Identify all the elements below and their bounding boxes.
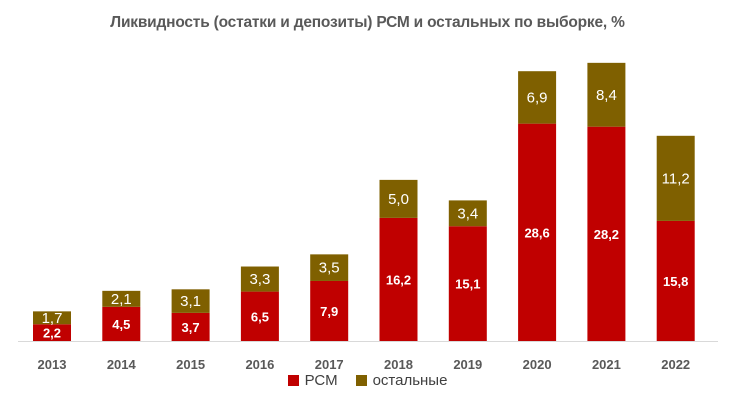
bar-others-2018	[379, 179, 418, 218]
data-label-others-2017: 3,5	[319, 260, 340, 277]
x-tick-label-2017: 2017	[315, 357, 344, 372]
bar-rsm-2018	[379, 217, 418, 341]
data-label-others-2014: 2,1	[111, 291, 132, 308]
data-label-others-2016: 3,3	[249, 271, 270, 288]
x-tick-label-2016: 2016	[245, 357, 274, 372]
x-tick-label-2020: 2020	[523, 357, 552, 372]
data-label-rsm-2018: 16,2	[386, 272, 411, 287]
data-label-rsm-2019: 15,1	[455, 277, 480, 292]
bar-rsm-2019	[448, 226, 487, 341]
data-label-others-2018: 5,0	[388, 191, 409, 208]
legend-label-others: остальные	[372, 372, 448, 389]
bar-rsm-2013	[33, 324, 71, 341]
data-label-others-2019: 3,4	[457, 205, 478, 222]
bar-rsm-2015	[171, 312, 210, 341]
data-label-rsm-2021: 28,2	[594, 227, 619, 242]
data-label-others-2015: 3,1	[180, 293, 201, 310]
data-label-rsm-2022: 15,8	[663, 274, 688, 289]
legend-item-others: остальные	[355, 372, 448, 389]
x-tick-label-2013: 2013	[38, 357, 67, 372]
bar-others-2013	[33, 311, 71, 325]
bar-others-2016	[240, 266, 279, 292]
legend-item-rsm: РСМ	[287, 372, 338, 389]
x-tick-label-2018: 2018	[384, 357, 413, 372]
legend-label-rsm: РСМ	[304, 372, 338, 389]
bar-rsm-2016	[240, 291, 279, 341]
data-label-others-2020: 6,9	[527, 89, 548, 106]
data-label-rsm-2013: 2,2	[43, 326, 61, 341]
legend-swatch-rsm	[287, 375, 299, 386]
bar-rsm-2021	[587, 126, 626, 342]
data-label-others-2013: 1,7	[42, 310, 63, 327]
x-tick-label-2021: 2021	[592, 357, 621, 372]
bar-others-2020	[518, 71, 557, 124]
bar-others-2022	[656, 135, 695, 221]
legend-swatch-others	[355, 375, 367, 386]
data-label-rsm-2016: 6,5	[251, 309, 269, 324]
data-label-rsm-2015: 3,7	[182, 320, 200, 335]
bar-others-2021	[587, 62, 626, 127]
x-tick-label-2014: 2014	[107, 357, 137, 372]
legend: РСМ остальные	[0, 372, 735, 389]
bar-rsm-2022	[656, 220, 695, 341]
data-label-others-2022: 11,2	[662, 170, 690, 187]
x-tick-label-2015: 2015	[176, 357, 205, 372]
data-label-rsm-2017: 7,9	[320, 304, 338, 319]
bar-others-2014	[102, 290, 141, 307]
bar-rsm-2017	[310, 280, 349, 341]
x-tick-label-2022: 2022	[661, 357, 690, 372]
data-label-others-2021: 8,4	[596, 87, 617, 104]
chart-title: Ликвидность (остатки и депозиты) РСМ и о…	[110, 14, 625, 31]
x-tick-label-2019: 2019	[453, 357, 482, 372]
bar-rsm-2020	[518, 123, 557, 341]
bar-rsm-2014	[102, 306, 141, 341]
data-label-rsm-2020: 28,6	[524, 225, 549, 240]
bar-others-2019	[448, 200, 487, 227]
bar-others-2017	[310, 254, 349, 281]
data-label-rsm-2014: 4,5	[112, 317, 130, 332]
bar-others-2015	[171, 289, 210, 313]
